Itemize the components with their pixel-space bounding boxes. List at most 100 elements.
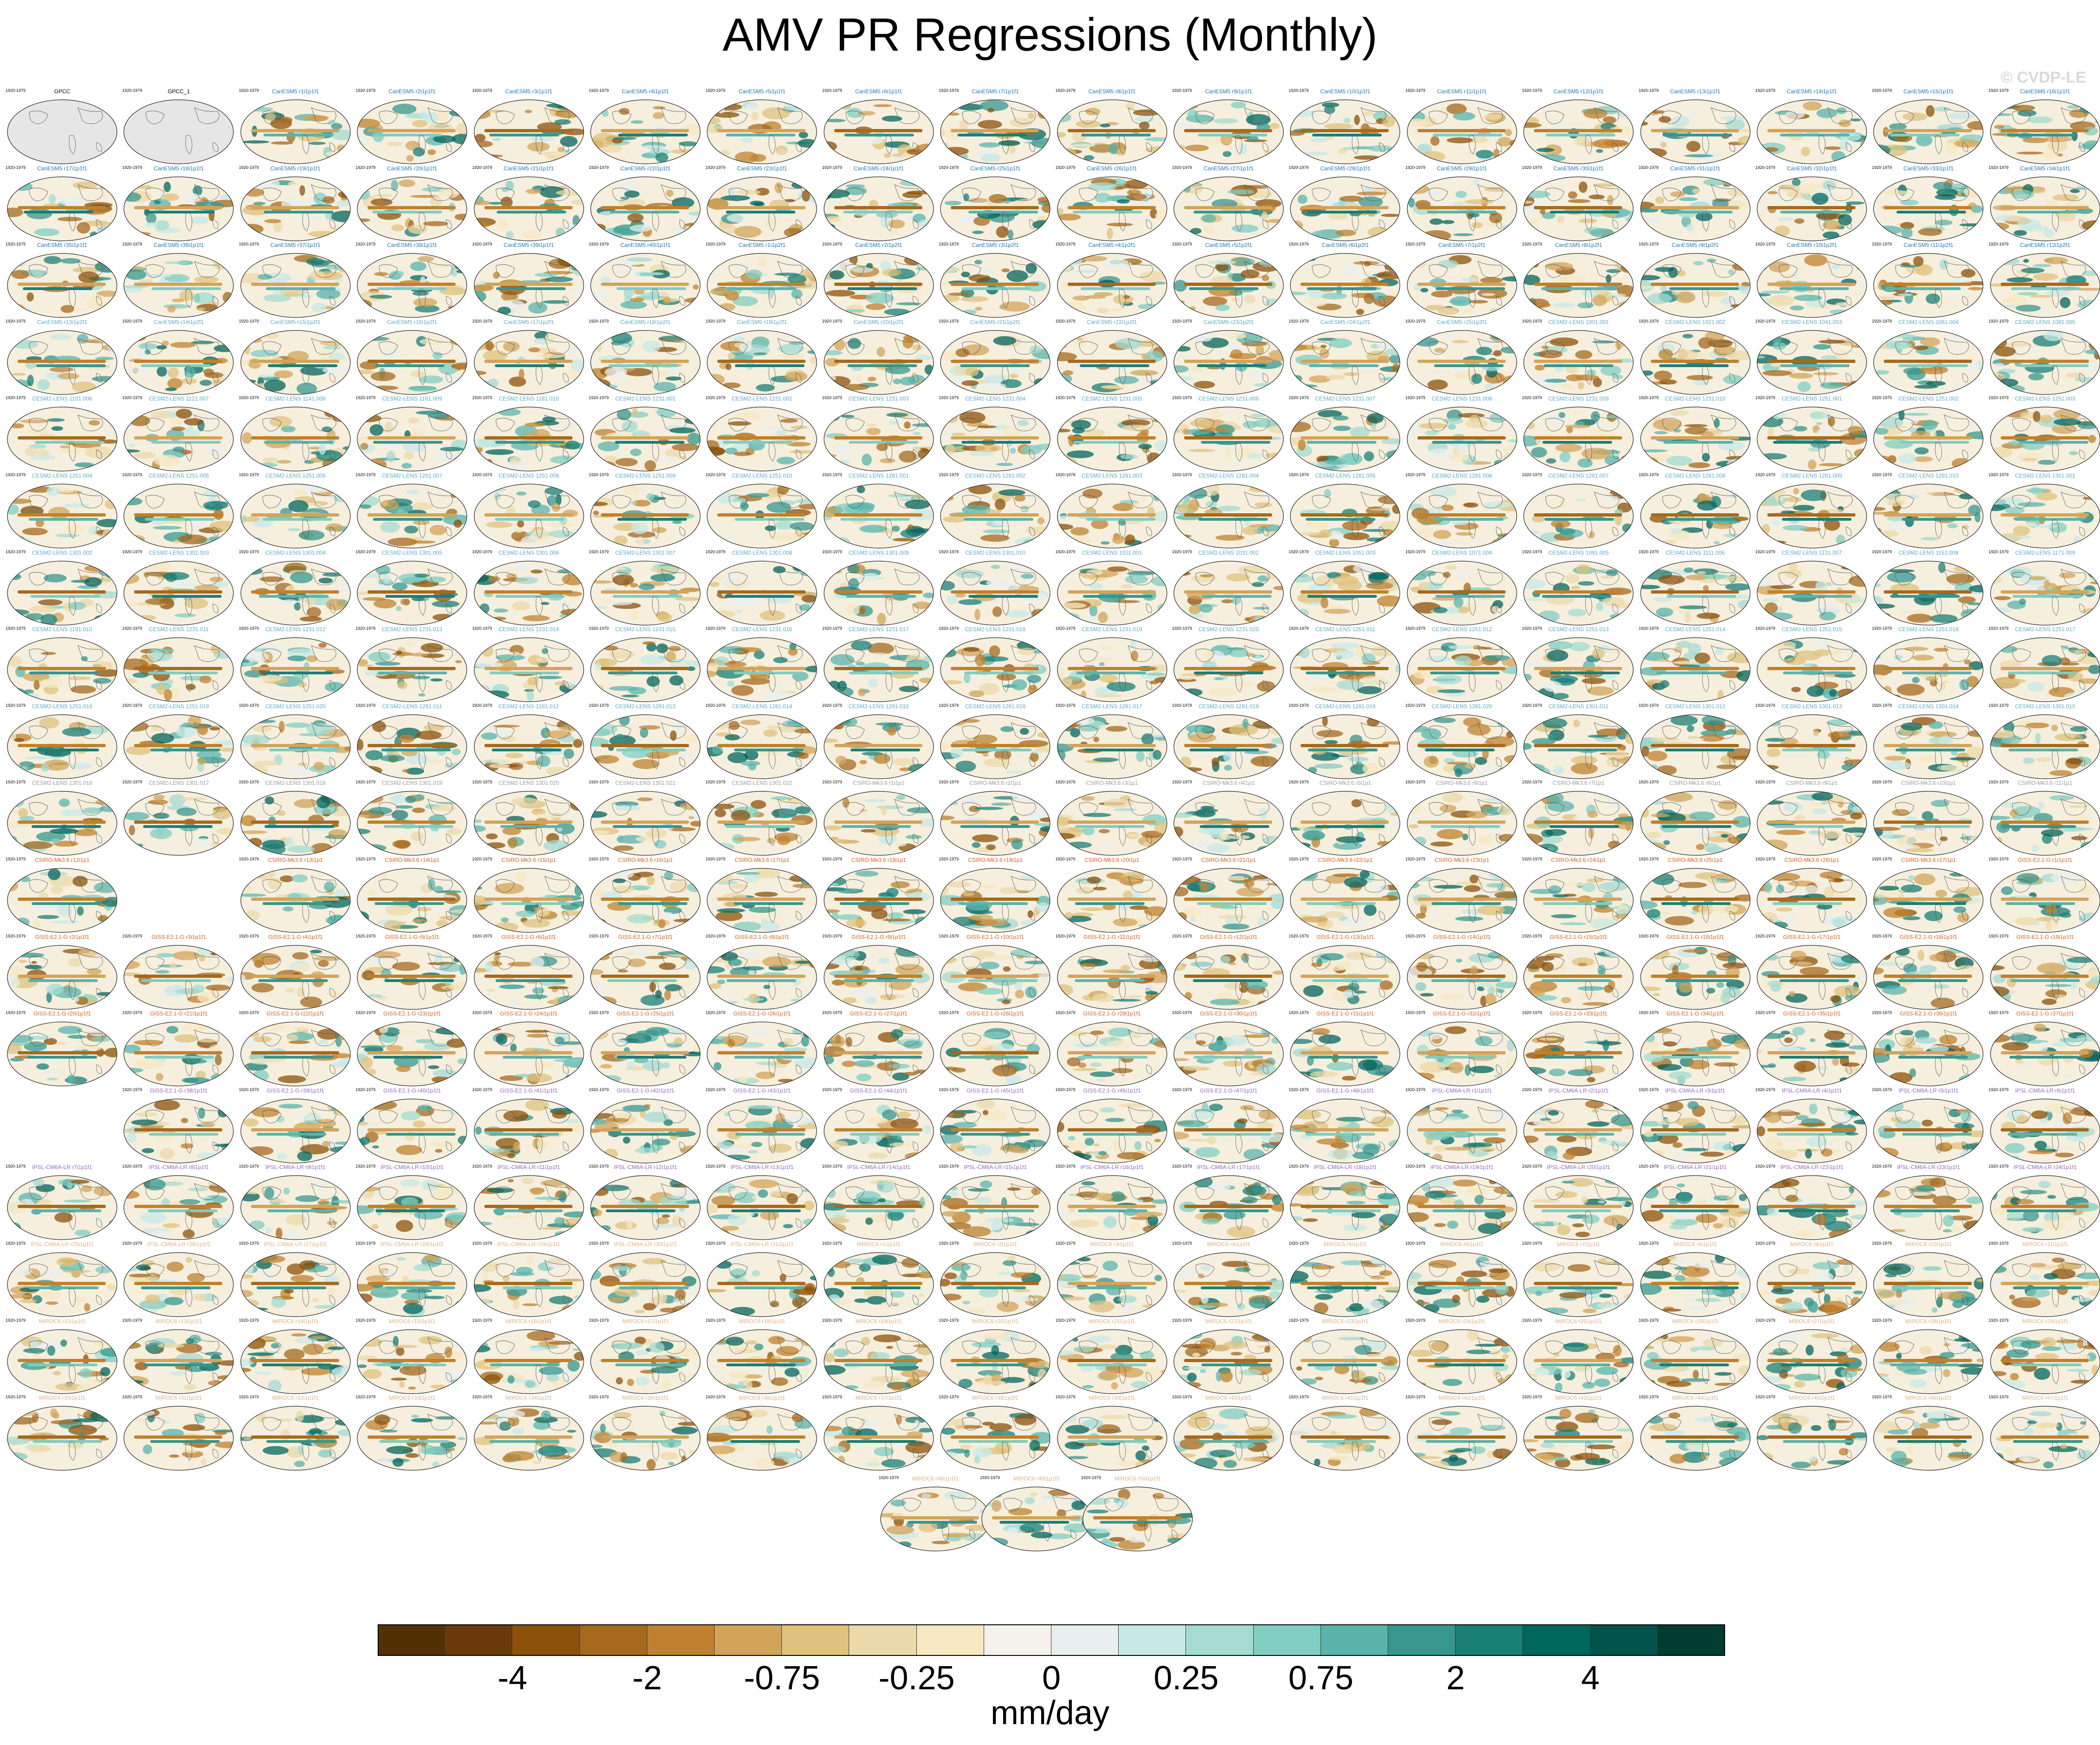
map-plot [1757,560,1867,626]
anomaly-blob [2003,304,2021,308]
anomaly-blob [1548,641,1573,650]
anomaly-blob [1675,270,1686,277]
anomaly-blob [452,457,465,469]
anomaly-blob [1836,349,1849,360]
anomaly-blob [657,613,672,622]
anomaly-blob [437,111,449,122]
map-panel: 1920-1979 CESM2-LENS 1081.005 [1987,319,2100,396]
anomaly-blob [2027,116,2053,123]
map-panel: 1920-1979 CanESM5 r29i1p1f1 [1404,165,1520,242]
map-panel: 1920-1979 CanESM5 r3i1p2f1 [937,242,1054,319]
anomaly-blob [1994,346,2016,357]
anomaly-blob [1469,300,1488,304]
anomaly-blob [768,287,774,299]
map-plot [1290,99,1400,164]
anomaly-blob [1565,573,1580,583]
map-panel: 1920-1979 CanESM5 r3i1p1f1 [470,88,587,165]
panel-title: CanESM5 r40i1p1f1 [620,242,671,249]
anomaly-blob [1425,656,1452,662]
panel-years: 1920-1979 [1988,88,2009,93]
anomaly-blob [1324,105,1335,114]
anomaly-blob [776,149,787,154]
equatorial-band-dry [834,359,922,363]
anomaly-blob [11,423,25,429]
anomaly-blob [1818,339,1846,344]
equatorial-band-dry [1417,667,1506,671]
anomaly-blob [1813,344,1831,350]
panel-years: 1920-1979 [1522,165,1542,170]
anomaly-blob [1071,420,1091,430]
panel-title: CESM2-LENS 1071.004 [1431,549,1492,556]
anomaly-blob [1900,199,1920,206]
equatorial-band-dry [1301,206,1389,209]
anomaly-blob [1381,155,1395,160]
equatorial-band-wet [726,134,796,136]
anomaly-blob [758,257,767,267]
coastline [1312,184,1386,232]
equatorial-band-wet [2019,364,2089,367]
anomaly-blob [1550,337,1578,347]
anomaly-blob [74,462,94,468]
map-panel: 1920-1979 CESM2-LENS 1051.003 [1287,549,1404,627]
anomaly-blob [1057,132,1066,138]
equatorial-band-wet [1434,364,1504,367]
panel-title: CESM2-LENS 1031.002 [1198,549,1259,556]
anomaly-blob [604,456,618,464]
anomaly-blob [497,408,521,416]
map-outline [824,253,934,318]
anomaly-blob [12,182,33,191]
anomaly-blob [396,650,403,655]
equatorial-band-wet [1432,134,1502,136]
anomaly-blob [1220,134,1233,146]
anomaly-blob [512,601,530,611]
anomaly-blob [1227,272,1233,279]
anomaly-blob [801,180,817,187]
map-plot [940,330,1050,395]
anomaly-blob [666,367,679,376]
panel-title: CESM2-LENS 1231.013 [382,626,443,633]
anomaly-blob [1145,694,1160,698]
anomaly-blob [1575,350,1593,359]
anomaly-blob [240,567,263,575]
anomaly-blob [1589,194,1605,200]
map-outline [1056,253,1167,318]
panel-title: CESM2-LENS 1101.006 [32,395,92,402]
anomaly-blob [2061,662,2080,666]
anomaly-blob [644,460,657,472]
anomaly-blob [319,340,348,346]
panel-years: 1920-1979 [355,165,376,170]
anomaly-blob [1686,141,1701,152]
anomaly-blob [528,347,540,352]
anomaly-blob [422,112,439,124]
equatorial-band-wet [1665,518,1735,521]
anomaly-blob [1697,500,1717,511]
anomaly-blob [1306,520,1330,530]
anomaly-blob [1660,680,1669,688]
anomaly-blob [1801,489,1827,501]
anomaly-blob [94,614,111,623]
anomaly-blob [1174,617,1188,622]
anomaly-blob [1071,130,1087,142]
anomaly-blob [562,573,584,585]
panel-title: CanESM5 r5i1p1f1 [738,88,786,95]
panel-years: 1920-1979 [122,395,142,401]
map-panel: 1920-1979 CESM2-LENS 1011.001 [1054,549,1171,627]
anomaly-blob [2036,492,2057,501]
anomaly-blob [670,225,696,235]
anomaly-blob [163,304,190,309]
equatorial-band-wet [1662,134,1732,136]
anomaly-blob [1774,193,1782,200]
panel-years: 1920-1979 [1638,318,1659,323]
anomaly-blob [46,486,61,497]
anomaly-blob [1816,422,1822,426]
anomaly-blob [2026,488,2048,493]
panel-title: CanESM5 r28i1p1f1 [1320,165,1371,172]
anomaly-blob [828,567,844,570]
equatorial-band-wet [1312,134,1382,136]
anomaly-blob [209,520,234,531]
anomaly-blob [1556,215,1565,223]
anomaly-blob [518,280,544,284]
panel-title: CESM2-LENS 1041.003 [1781,318,1842,325]
anomaly-blob [790,522,814,530]
panel-title: CanESM5 r23i1p2f1 [1203,318,1254,325]
